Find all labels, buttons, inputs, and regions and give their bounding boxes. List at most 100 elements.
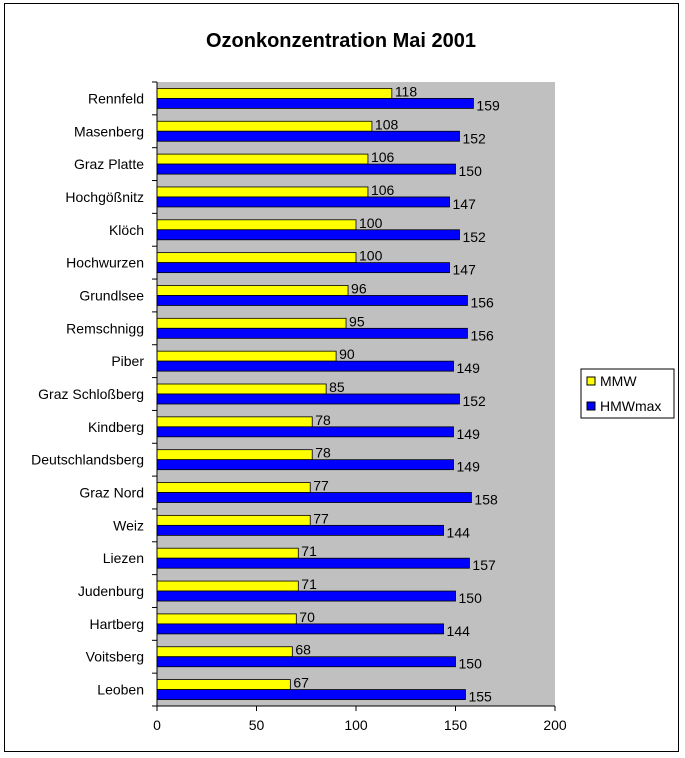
data-label-hmwmax: 147 <box>453 262 477 278</box>
bar-hmwmax <box>156 492 472 503</box>
bar-mmw <box>156 679 291 690</box>
bar-mmw <box>156 317 347 329</box>
data-label-mmw: 95 <box>349 313 365 329</box>
category-label: Masenberg <box>74 123 144 139</box>
data-label-mmw: 106 <box>371 182 395 198</box>
data-label-mmw: 100 <box>359 248 383 264</box>
bar-mmw <box>156 416 313 428</box>
category-label: Leoben <box>97 682 144 698</box>
data-label-mmw: 71 <box>301 576 317 592</box>
x-tick-label: 150 <box>444 717 468 733</box>
bar-hmwmax <box>156 196 450 208</box>
bar-mmw <box>156 482 311 493</box>
data-label-hmwmax: 158 <box>474 492 498 508</box>
data-label-mmw: 77 <box>313 478 329 494</box>
data-label-mmw: 90 <box>339 346 355 362</box>
bar-mmw <box>156 252 357 264</box>
data-label-mmw: 77 <box>313 510 329 526</box>
category-label: Hochwurzen <box>66 255 144 271</box>
legend-box <box>580 368 675 419</box>
data-label-hmwmax: 159 <box>476 97 500 113</box>
data-label-mmw: 78 <box>315 412 331 428</box>
bars: 118 159 108 152 106 150 106 147 100 152 100 147 96 15… <box>156 83 500 705</box>
legend-swatch-hmwmax <box>586 401 596 411</box>
x-tick-label: 200 <box>543 717 567 733</box>
data-label-mmw: 118 <box>395 83 418 99</box>
category-label: Klöch <box>109 222 144 238</box>
bar-hmwmax <box>156 327 468 339</box>
bar-hmwmax <box>156 459 454 471</box>
data-label-hmwmax: 155 <box>468 689 492 705</box>
data-label-mmw: 67 <box>293 675 309 691</box>
data-label-hmwmax: 152 <box>462 229 486 245</box>
category-label: Weiz <box>113 517 144 533</box>
category-label: Graz Schloßberg <box>38 386 144 402</box>
category-label: Hartberg <box>90 616 144 632</box>
data-label-hmwmax: 150 <box>459 163 483 179</box>
bar-mmw <box>156 383 327 395</box>
legend: MMW HMWmax <box>580 368 675 419</box>
category-label: Judenburg <box>78 583 144 599</box>
category-label: Grundlsee <box>79 287 144 303</box>
bar-hmwmax <box>156 524 444 536</box>
bar-mmw <box>156 514 311 526</box>
bar-hmwmax <box>156 689 466 700</box>
category-label: Deutschlandsberg <box>31 452 144 468</box>
data-label-hmwmax: 144 <box>447 524 471 540</box>
bar-hmwmax <box>156 656 456 668</box>
data-label-mmw: 106 <box>371 149 395 165</box>
data-label-mmw: 100 <box>359 215 383 231</box>
data-label-hmwmax: 149 <box>457 360 481 376</box>
bar-hmwmax <box>156 590 456 602</box>
bar-mmw <box>156 153 369 165</box>
bar-mmw <box>156 449 313 461</box>
data-label-hmwmax: 149 <box>457 426 481 442</box>
data-label-hmwmax: 150 <box>459 656 483 672</box>
x-tick-label: 50 <box>249 717 265 733</box>
bar-hmwmax <box>156 426 454 438</box>
data-label-mmw: 85 <box>329 379 345 395</box>
axes: Rennfeld Masenberg Graz Platte Hochgößnitz K… <box>31 81 567 733</box>
data-label-hmwmax: 150 <box>459 590 483 606</box>
bar-mmw <box>156 646 293 658</box>
bar-hmwmax <box>156 557 470 569</box>
data-label-mmw: 68 <box>295 642 311 658</box>
x-tick-label: 100 <box>344 717 368 733</box>
data-label-mmw: 108 <box>375 116 399 132</box>
legend-label-mmw: MMW <box>600 373 637 389</box>
bar-hmwmax <box>156 623 444 635</box>
bar-hmwmax <box>156 262 450 274</box>
category-label: Liezen <box>103 550 144 566</box>
bar-hmwmax <box>156 360 454 372</box>
data-label-hmwmax: 152 <box>462 130 486 146</box>
legend-label-hmwmax: HMWmax <box>600 398 661 414</box>
bar-hmwmax <box>156 98 474 109</box>
bar-hmwmax <box>156 393 460 405</box>
bar-mmw <box>156 285 349 296</box>
category-label: Voitsberg <box>86 649 144 665</box>
data-label-mmw: 96 <box>351 280 367 296</box>
bar-hmwmax <box>156 229 460 241</box>
data-label-mmw: 70 <box>299 609 315 625</box>
bar-mmw <box>156 580 299 592</box>
category-label: Graz Nord <box>79 485 144 501</box>
data-label-hmwmax: 147 <box>453 196 477 212</box>
data-label-hmwmax: 156 <box>470 294 494 310</box>
category-label: Remschnigg <box>66 320 144 336</box>
category-label: Hochgößnitz <box>65 189 144 205</box>
data-label-hmwmax: 152 <box>462 393 486 409</box>
bar-hmwmax <box>156 130 460 142</box>
bar-mmw <box>156 88 393 99</box>
x-tick-label: 0 <box>153 717 161 733</box>
bar-hmwmax <box>156 163 456 175</box>
data-label-hmwmax: 149 <box>457 459 481 475</box>
bar-mmw <box>156 350 337 362</box>
bar-mmw <box>156 120 373 132</box>
category-label: Graz Platte <box>74 156 144 172</box>
category-label: Kindberg <box>88 419 144 435</box>
category-label: Rennfeld <box>88 90 144 106</box>
data-label-mmw: 78 <box>315 445 331 461</box>
bar-mmw <box>156 219 357 231</box>
data-label-hmwmax: 156 <box>470 327 494 343</box>
